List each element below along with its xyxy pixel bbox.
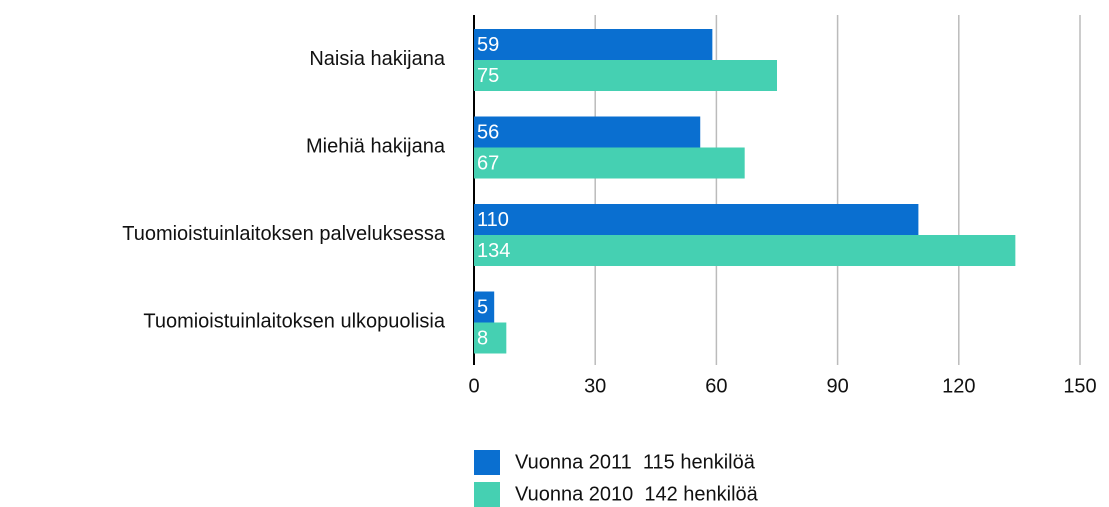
bar: [474, 204, 919, 235]
legend-swatch: [474, 450, 500, 475]
legend-label: Vuonna 2011 115 henkilöä: [515, 451, 756, 473]
bar: [474, 116, 701, 148]
value-label: 8: [477, 327, 488, 349]
value-label: 67: [477, 152, 499, 174]
category-label: Miehiä hakijana: [306, 136, 446, 158]
bar: [474, 147, 745, 179]
bar: [474, 235, 1016, 266]
x-tick-label: 120: [942, 375, 975, 397]
x-tick-label: 30: [584, 375, 606, 397]
value-label: 59: [477, 34, 499, 56]
x-tick-label: 60: [705, 375, 727, 397]
value-label: 110: [477, 209, 509, 231]
category-label: Tuomioistuinlaitoksen ulkopuolisia: [143, 311, 446, 333]
value-label: 75: [477, 65, 499, 87]
x-tick-label: 90: [826, 375, 848, 397]
x-tick-label: 150: [1063, 375, 1096, 397]
legend-label: Vuonna 2010 142 henkilöä: [515, 483, 759, 505]
category-label: Tuomioistuinlaitoksen palveluksessa: [122, 223, 446, 245]
category-label: Naisia hakijana: [309, 48, 446, 70]
value-label: 134: [477, 240, 510, 262]
legend-swatch: [474, 482, 500, 507]
x-tick-label: 0: [468, 375, 479, 397]
bar: [474, 291, 495, 323]
value-label: 56: [477, 121, 499, 143]
bar: [474, 322, 507, 354]
value-label: 5: [477, 296, 488, 318]
bar: [474, 60, 777, 91]
bar: [474, 29, 713, 60]
